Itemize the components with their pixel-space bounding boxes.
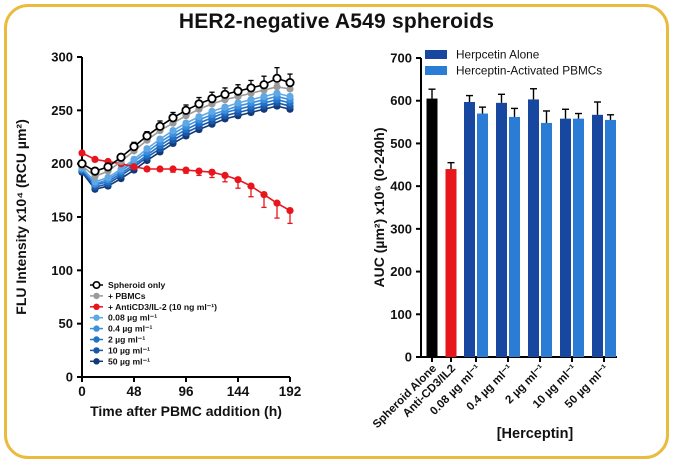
svg-text:0: 0: [66, 370, 73, 385]
svg-text:Time after PBMC addition (h): Time after PBMC addition (h): [90, 403, 282, 419]
svg-text:+ PBMCs: + PBMCs: [108, 291, 146, 301]
svg-text:700: 700: [390, 51, 412, 66]
svg-text:500: 500: [390, 136, 412, 151]
svg-text:2 µg ml⁻¹: 2 µg ml⁻¹: [108, 335, 145, 345]
svg-text:300: 300: [51, 50, 73, 65]
svg-text:250: 250: [51, 103, 73, 118]
bar-chart: 0 100 200 300 400 500 600 700 AUC (µm²) x10⁶ (0-…: [371, 48, 617, 442]
svg-text:Herpcetin Alone: Herpcetin Alone: [456, 48, 540, 62]
svg-text:192: 192: [279, 384, 302, 399]
figure-title: HER2-negative A549 spheroids: [178, 10, 495, 33]
svg-text:200: 200: [51, 156, 73, 171]
svg-text:FLU Intensity x10⁴ (RCU µm²): FLU Intensity x10⁴ (RCU µm²): [13, 119, 29, 314]
svg-text:0: 0: [78, 384, 86, 399]
svg-text:50: 50: [59, 316, 73, 331]
svg-text:0: 0: [405, 350, 412, 365]
svg-text:144: 144: [227, 384, 250, 399]
svg-text:100: 100: [51, 263, 73, 278]
svg-text:[Herceptin]: [Herceptin]: [497, 426, 574, 442]
svg-text:100: 100: [390, 307, 412, 322]
svg-text:+ AntiCD3/IL-2 (10 ng ml⁻¹): + AntiCD3/IL-2 (10 ng ml⁻¹): [108, 302, 217, 312]
svg-text:10 µg ml⁻¹: 10 µg ml⁻¹: [108, 345, 150, 355]
svg-text:200: 200: [390, 264, 412, 279]
svg-text:300: 300: [390, 221, 412, 236]
svg-text:50 µg ml⁻¹: 50 µg ml⁻¹: [108, 356, 150, 366]
svg-text:96: 96: [178, 384, 194, 399]
svg-text:600: 600: [390, 93, 412, 108]
svg-text:150: 150: [51, 210, 73, 225]
svg-text:48: 48: [126, 384, 142, 399]
svg-text:Herceptin-Activated PBMCs: Herceptin-Activated PBMCs: [456, 64, 602, 78]
svg-text:Spheroid only: Spheroid only: [108, 280, 166, 290]
svg-text:AUC (µm²) x10⁶ (0-240h): AUC (µm²) x10⁶ (0-240h): [371, 128, 387, 288]
line-chart: 0 50 100 150 200 250 300 0 48 96 144 192 Time after …: [13, 50, 302, 420]
svg-text:0.4 µg ml⁻¹: 0.4 µg ml⁻¹: [108, 324, 152, 334]
svg-text:0.08 µg ml⁻¹: 0.08 µg ml⁻¹: [108, 313, 157, 323]
svg-text:400: 400: [390, 179, 412, 194]
